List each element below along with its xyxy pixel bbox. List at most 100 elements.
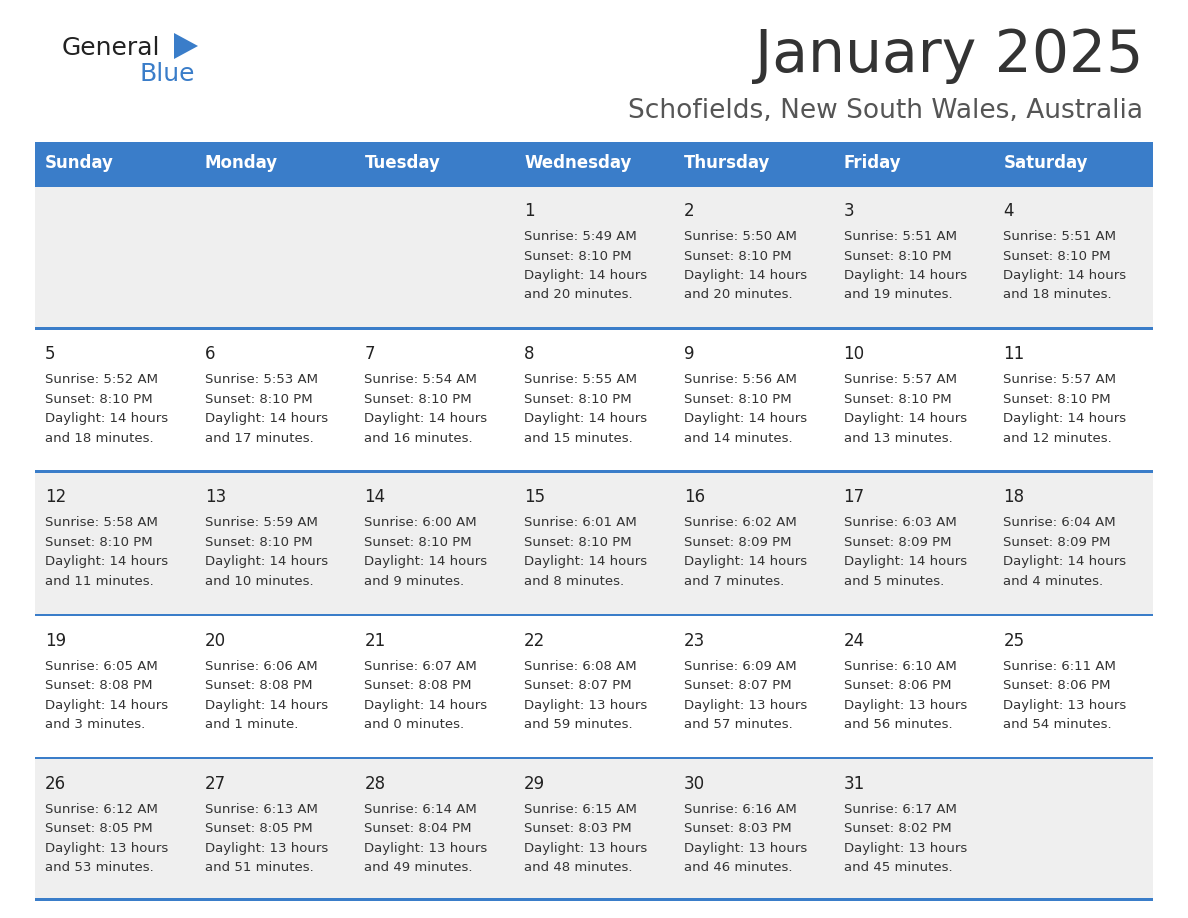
Text: Schofields, New South Wales, Australia: Schofields, New South Wales, Australia xyxy=(628,98,1143,124)
Text: 29: 29 xyxy=(524,775,545,793)
Text: 5: 5 xyxy=(45,345,56,364)
Text: Sunrise: 6:08 AM: Sunrise: 6:08 AM xyxy=(524,660,637,673)
Text: 28: 28 xyxy=(365,775,386,793)
Text: Sunset: 8:07 PM: Sunset: 8:07 PM xyxy=(524,679,632,692)
Text: Sunset: 8:10 PM: Sunset: 8:10 PM xyxy=(1004,393,1111,406)
Text: and 15 minutes.: and 15 minutes. xyxy=(524,431,633,444)
Text: Tuesday: Tuesday xyxy=(365,154,441,172)
Text: Daylight: 14 hours: Daylight: 14 hours xyxy=(1004,555,1126,568)
Text: Sunset: 8:10 PM: Sunset: 8:10 PM xyxy=(684,250,791,263)
Text: Sunrise: 5:58 AM: Sunrise: 5:58 AM xyxy=(45,517,158,530)
Text: 23: 23 xyxy=(684,632,706,650)
Text: 19: 19 xyxy=(45,632,67,650)
Text: Daylight: 14 hours: Daylight: 14 hours xyxy=(204,412,328,425)
Text: Sunrise: 6:01 AM: Sunrise: 6:01 AM xyxy=(524,517,637,530)
Bar xyxy=(34,184,1154,186)
Text: 17: 17 xyxy=(843,488,865,507)
Text: Daylight: 14 hours: Daylight: 14 hours xyxy=(843,555,967,568)
Text: 2: 2 xyxy=(684,202,695,220)
Text: 16: 16 xyxy=(684,488,704,507)
Bar xyxy=(34,898,1154,901)
Bar xyxy=(195,142,354,184)
Text: Daylight: 14 hours: Daylight: 14 hours xyxy=(365,699,487,711)
Text: and 8 minutes.: and 8 minutes. xyxy=(524,575,624,588)
Text: 21: 21 xyxy=(365,632,386,650)
Text: Sunset: 8:10 PM: Sunset: 8:10 PM xyxy=(204,393,312,406)
Bar xyxy=(34,613,1154,616)
Text: Daylight: 14 hours: Daylight: 14 hours xyxy=(843,269,967,282)
Text: Sunrise: 6:15 AM: Sunrise: 6:15 AM xyxy=(524,803,637,816)
Text: and 46 minutes.: and 46 minutes. xyxy=(684,861,792,874)
Text: Thursday: Thursday xyxy=(684,154,770,172)
Text: Sunrise: 6:04 AM: Sunrise: 6:04 AM xyxy=(1004,517,1116,530)
Bar xyxy=(674,142,834,184)
Text: 26: 26 xyxy=(45,775,67,793)
Bar xyxy=(514,142,674,184)
Text: 31: 31 xyxy=(843,775,865,793)
Bar xyxy=(34,327,1154,330)
Text: 1: 1 xyxy=(524,202,535,220)
Text: Sunrise: 5:51 AM: Sunrise: 5:51 AM xyxy=(1004,230,1117,243)
Text: Sunrise: 5:54 AM: Sunrise: 5:54 AM xyxy=(365,374,478,386)
Text: 11: 11 xyxy=(1004,345,1024,364)
Text: Sunrise: 5:53 AM: Sunrise: 5:53 AM xyxy=(204,374,317,386)
Text: Daylight: 14 hours: Daylight: 14 hours xyxy=(684,555,807,568)
Text: Sunset: 8:09 PM: Sunset: 8:09 PM xyxy=(1004,536,1111,549)
Text: Sunset: 8:10 PM: Sunset: 8:10 PM xyxy=(843,250,952,263)
Text: Daylight: 13 hours: Daylight: 13 hours xyxy=(365,842,488,855)
Text: Wednesday: Wednesday xyxy=(524,154,632,172)
Text: Sunrise: 5:49 AM: Sunrise: 5:49 AM xyxy=(524,230,637,243)
Text: Daylight: 13 hours: Daylight: 13 hours xyxy=(204,842,328,855)
Text: 9: 9 xyxy=(684,345,694,364)
Text: Sunday: Sunday xyxy=(45,154,114,172)
Bar xyxy=(34,327,1154,470)
Text: 22: 22 xyxy=(524,632,545,650)
Text: Sunrise: 6:05 AM: Sunrise: 6:05 AM xyxy=(45,660,158,673)
Text: Daylight: 13 hours: Daylight: 13 hours xyxy=(524,699,647,711)
Text: and 56 minutes.: and 56 minutes. xyxy=(843,718,953,731)
Text: Sunset: 8:04 PM: Sunset: 8:04 PM xyxy=(365,823,472,835)
Text: Friday: Friday xyxy=(843,154,902,172)
Text: Sunrise: 5:52 AM: Sunrise: 5:52 AM xyxy=(45,374,158,386)
Text: Sunrise: 6:12 AM: Sunrise: 6:12 AM xyxy=(45,803,158,816)
Text: Sunset: 8:05 PM: Sunset: 8:05 PM xyxy=(204,823,312,835)
Text: and 17 minutes.: and 17 minutes. xyxy=(204,431,314,444)
Text: Sunrise: 6:14 AM: Sunrise: 6:14 AM xyxy=(365,803,478,816)
Text: Sunset: 8:02 PM: Sunset: 8:02 PM xyxy=(843,823,952,835)
Text: and 49 minutes.: and 49 minutes. xyxy=(365,861,473,874)
Text: Daylight: 14 hours: Daylight: 14 hours xyxy=(684,412,807,425)
Text: Sunrise: 6:10 AM: Sunrise: 6:10 AM xyxy=(843,660,956,673)
Text: Daylight: 14 hours: Daylight: 14 hours xyxy=(843,412,967,425)
Text: Daylight: 14 hours: Daylight: 14 hours xyxy=(204,555,328,568)
Text: Sunset: 8:08 PM: Sunset: 8:08 PM xyxy=(45,679,152,692)
Text: and 1 minute.: and 1 minute. xyxy=(204,718,298,731)
Text: and 57 minutes.: and 57 minutes. xyxy=(684,718,792,731)
Bar xyxy=(34,470,1154,613)
Text: Sunrise: 5:57 AM: Sunrise: 5:57 AM xyxy=(1004,374,1117,386)
Bar xyxy=(34,756,1154,759)
Text: Sunset: 8:10 PM: Sunset: 8:10 PM xyxy=(843,393,952,406)
Text: Sunset: 8:10 PM: Sunset: 8:10 PM xyxy=(204,536,312,549)
Text: Sunset: 8:06 PM: Sunset: 8:06 PM xyxy=(1004,679,1111,692)
Text: and 16 minutes.: and 16 minutes. xyxy=(365,431,473,444)
Text: Daylight: 13 hours: Daylight: 13 hours xyxy=(1004,699,1126,711)
Text: Sunrise: 5:57 AM: Sunrise: 5:57 AM xyxy=(843,374,956,386)
Text: and 45 minutes.: and 45 minutes. xyxy=(843,861,953,874)
Text: Daylight: 13 hours: Daylight: 13 hours xyxy=(843,842,967,855)
Text: and 59 minutes.: and 59 minutes. xyxy=(524,718,633,731)
Text: and 18 minutes.: and 18 minutes. xyxy=(1004,288,1112,301)
Bar xyxy=(834,142,993,184)
Text: Sunrise: 5:51 AM: Sunrise: 5:51 AM xyxy=(843,230,956,243)
Text: and 51 minutes.: and 51 minutes. xyxy=(204,861,314,874)
Text: Sunset: 8:10 PM: Sunset: 8:10 PM xyxy=(1004,250,1111,263)
Text: Daylight: 14 hours: Daylight: 14 hours xyxy=(45,555,169,568)
Text: Sunset: 8:10 PM: Sunset: 8:10 PM xyxy=(365,536,472,549)
Text: Sunrise: 6:11 AM: Sunrise: 6:11 AM xyxy=(1004,660,1117,673)
Text: Blue: Blue xyxy=(140,62,196,86)
Text: 14: 14 xyxy=(365,488,386,507)
Text: and 19 minutes.: and 19 minutes. xyxy=(843,288,953,301)
Text: Sunset: 8:10 PM: Sunset: 8:10 PM xyxy=(45,393,152,406)
Text: Sunrise: 5:56 AM: Sunrise: 5:56 AM xyxy=(684,374,797,386)
Bar xyxy=(34,184,1154,327)
Text: Sunset: 8:03 PM: Sunset: 8:03 PM xyxy=(684,823,791,835)
